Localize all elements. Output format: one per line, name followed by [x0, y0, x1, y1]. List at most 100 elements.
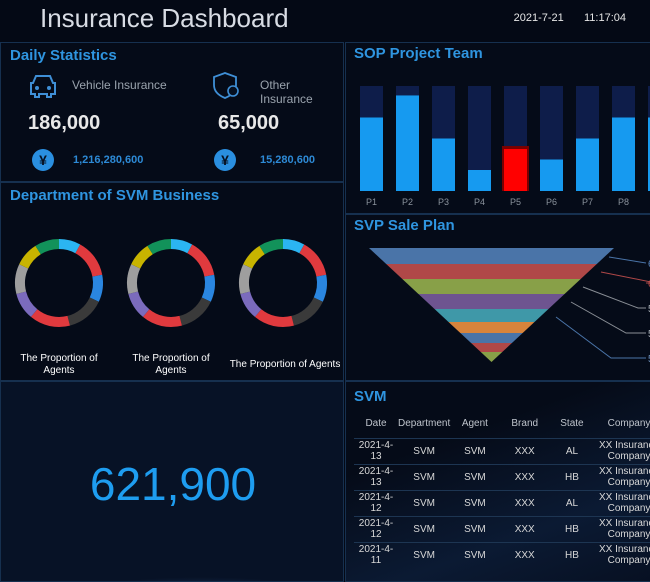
funnel-label: 50 [648, 354, 650, 365]
bar-P6[interactable] [540, 159, 563, 192]
svm-panel: SVM Date Department Agent Brand State Company… [345, 381, 650, 582]
table-cell: 2021-4-13 [354, 437, 398, 464]
column-header[interactable]: Company [607, 418, 650, 430]
other-insurance-label: Other Insurance [260, 78, 313, 106]
svp-panel: SVP Sale Plan 62 60 58 55 50 [345, 214, 650, 381]
donut-caption: The Proportion of Agents [132, 353, 210, 376]
bar-label: P2 [402, 197, 413, 207]
panel-title: SVP Sale Plan [354, 217, 455, 234]
donut-segment [67, 297, 99, 326]
daily-statistics-panel: Daily Statistics Vehicle Insurance 186,0… [0, 42, 344, 182]
donut-segment [243, 245, 265, 269]
donut-segment [179, 297, 211, 326]
column-header[interactable]: Date [365, 418, 387, 430]
table-cell: XXX [499, 463, 550, 490]
bar-label: P1 [366, 197, 377, 207]
table-cell: 2021-4-12 [354, 515, 398, 542]
bar-label: P4 [474, 197, 485, 207]
table-cell: SVM [398, 489, 451, 516]
funnel-leader-line [608, 256, 647, 264]
column-header[interactable]: Agent [461, 418, 488, 430]
date: 2021-7-21 [513, 12, 564, 24]
donut-segment [131, 245, 153, 269]
funnel-layer [402, 279, 581, 294]
donut-segment [89, 274, 103, 302]
donut-segment [299, 244, 327, 277]
table-cell: XX Insurance Company [594, 489, 650, 516]
donut-segment [201, 274, 215, 302]
total-panel: 621,900 [0, 381, 344, 582]
donut-segment [35, 239, 60, 255]
panel-title: Department of SVM Business [10, 187, 220, 204]
funnel-layer [369, 248, 614, 264]
other-insurance-amount: 15,280,600 [260, 154, 316, 166]
sop-panel: SOP Project Team P1P2P3P4P5P6P7P8P9 [345, 42, 650, 214]
funnel-layer [434, 309, 549, 322]
table-cell: XX Insurance Company [594, 437, 650, 464]
vehicle-insurance-amount: 1,216,280,600 [73, 154, 144, 166]
table-cell: SVM [450, 489, 500, 516]
bar-label: P7 [582, 197, 593, 207]
table-cell: XXX [499, 515, 550, 542]
table-cell: SVM [398, 515, 451, 542]
funnel-layer [480, 352, 503, 362]
vehicle-insurance-count: 186,000 [28, 112, 101, 134]
donut-segment [254, 309, 294, 327]
donut-segment [147, 239, 172, 255]
bar-P3[interactable] [432, 138, 455, 192]
bar-P9[interactable] [648, 117, 650, 192]
column-header[interactable]: Brand [511, 418, 539, 430]
bar-P8[interactable] [612, 117, 635, 192]
funnel-leader-line [600, 271, 650, 284]
column-header[interactable]: Department [398, 418, 451, 430]
table-cell: AL [549, 437, 594, 464]
donut-segment [142, 309, 182, 327]
table-cell: 2021-4-11 [354, 541, 398, 568]
donut-segment [128, 291, 150, 317]
time: 11:17:04 [583, 12, 626, 24]
funnel-leader-line [555, 316, 646, 359]
department-panel: Department of SVM Business The Proportio… [0, 182, 344, 381]
donut-segment [16, 291, 38, 317]
table-cell: XXX [499, 489, 550, 516]
donut-segment [19, 245, 41, 269]
donut-segment [239, 264, 253, 294]
donut-segment [282, 239, 305, 254]
bar-P4[interactable] [468, 170, 491, 191]
table-cell: HB [549, 541, 594, 568]
bar-P2[interactable] [396, 95, 419, 191]
datetime: 2021-7-21 11:17:04 [514, 12, 626, 24]
bar-P5[interactable] [504, 149, 527, 191]
bar-label: P8 [618, 197, 629, 207]
table-cell: SVM [398, 437, 451, 464]
donut-charts [15, 239, 327, 327]
table-cell: SVM [450, 541, 500, 568]
table-cell: 2021-4-13 [354, 463, 398, 490]
total-value: 621,900 [89, 458, 257, 510]
sop-bar-chart: P1P2P3P4P5P6P7P8P9 [360, 86, 650, 207]
donut-segment [75, 244, 103, 277]
funnel-label: 58 [648, 304, 650, 315]
table-cell: HB [549, 515, 594, 542]
bar-P1[interactable] [360, 117, 383, 192]
funnel-layer [471, 343, 512, 352]
table-cell: XX Insurance Company [594, 515, 650, 542]
panel-title: SOP Project Team [354, 45, 483, 62]
funnel-leader-line [582, 286, 646, 309]
column-header[interactable]: State [560, 418, 584, 430]
other-insurance-count: 65,000 [218, 112, 280, 134]
donut-segment [170, 239, 193, 254]
table-cell: SVM [398, 463, 451, 490]
table-cell: XX Insurance Company [594, 541, 650, 568]
donut-segment [291, 297, 323, 326]
table-cell: XXX [499, 541, 550, 568]
funnel-layer [418, 294, 565, 309]
car-icon [30, 75, 56, 98]
bar-P7[interactable] [576, 138, 599, 192]
donut-segment [15, 264, 29, 294]
